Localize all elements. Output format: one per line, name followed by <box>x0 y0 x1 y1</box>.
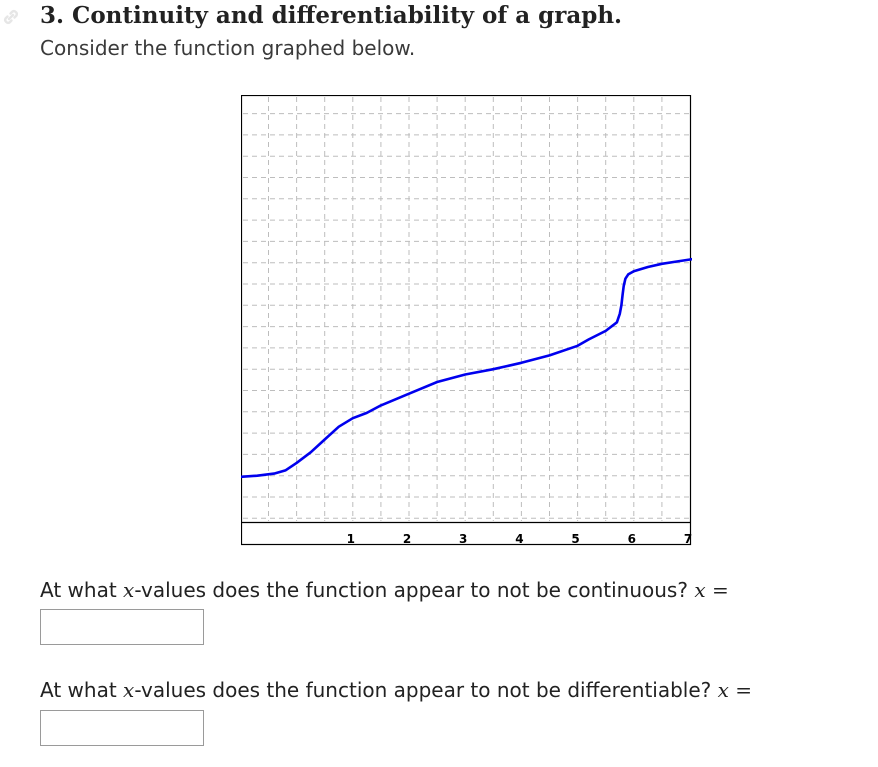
math-equals: x = <box>717 678 753 702</box>
x-tick-label: 1 <box>347 532 355 546</box>
differentiability-answer-input[interactable] <box>40 710 204 746</box>
problem-title: 3. Continuity and differentiability of a… <box>40 2 623 29</box>
graph-frame <box>241 95 692 546</box>
x-tick-labels: 1 2 3 4 5 6 7 <box>347 532 692 546</box>
x-tick-label: 5 <box>571 532 579 546</box>
math-variable: x <box>123 578 135 602</box>
link-icon <box>4 10 18 24</box>
math-variable: x <box>123 678 135 702</box>
x-tick-label: 3 <box>459 532 467 546</box>
x-tick-label: 7 <box>684 532 692 546</box>
continuity-question: At what x-values does the function appea… <box>40 578 729 602</box>
continuity-answer-input[interactable] <box>40 609 204 645</box>
function-curve <box>241 257 692 479</box>
x-tick-label: 6 <box>628 532 636 546</box>
question-prefix: At what <box>40 578 117 602</box>
question-text: -values does the function appear to not … <box>134 678 712 702</box>
function-graph: 1 2 3 4 5 6 7 <box>241 95 692 546</box>
math-equals: x = <box>694 578 729 602</box>
x-tick-label: 4 <box>515 532 523 546</box>
question-text: -values does the function appear to not … <box>134 578 688 602</box>
question-prefix: At what <box>40 678 117 702</box>
grid-lines <box>243 97 690 521</box>
x-tick-label: 2 <box>403 532 411 546</box>
problem-instructions: Consider the function graphed below. <box>40 36 416 60</box>
differentiability-question: At what x-values does the function appea… <box>40 678 752 702</box>
